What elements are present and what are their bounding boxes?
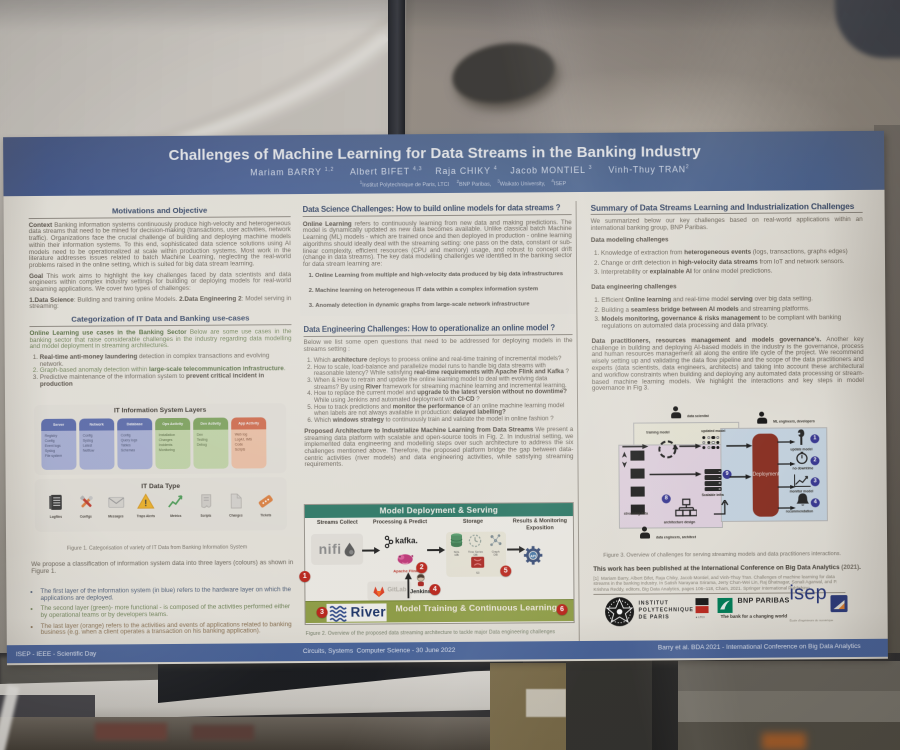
svg-text:API: API (530, 554, 536, 558)
svg-text:!: ! (144, 498, 147, 508)
